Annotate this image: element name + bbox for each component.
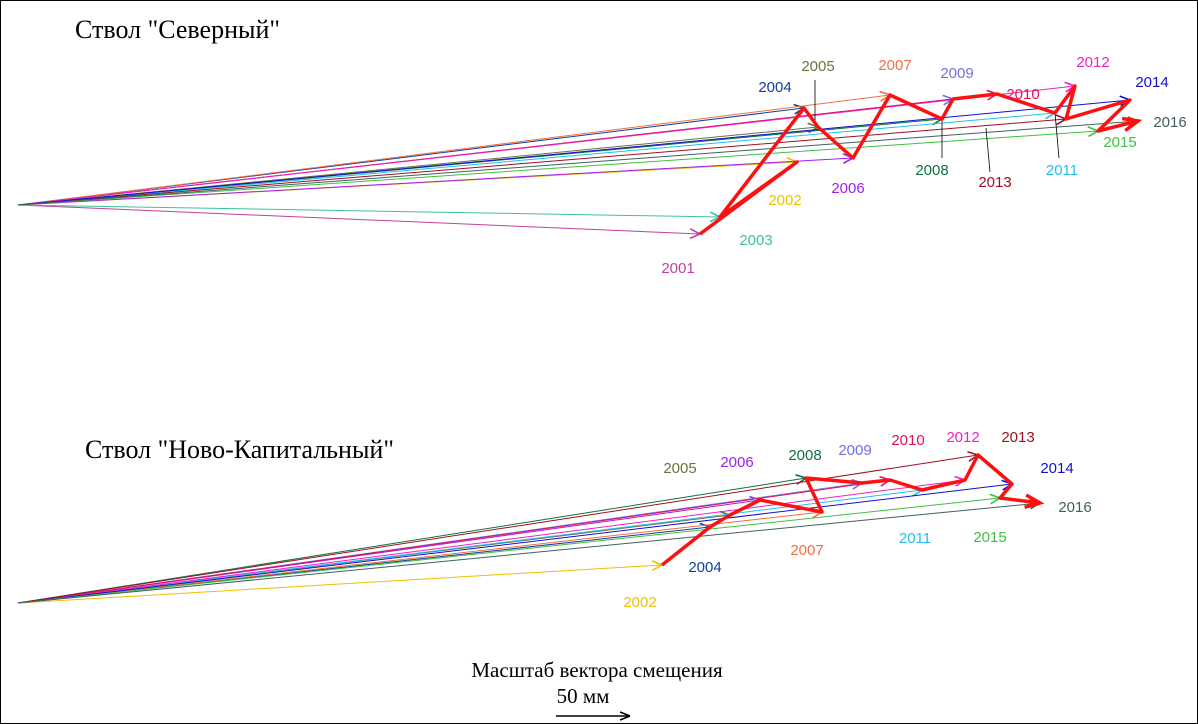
displacement-vector: [17, 120, 1139, 206]
year-label: 2004: [688, 559, 721, 576]
year-label: 2015: [973, 529, 1006, 546]
panel-title: Ствол "Ново-Капитальный": [85, 435, 394, 464]
year-label: 2016: [1058, 499, 1091, 516]
year-label: 2011: [1046, 162, 1078, 179]
displacement-vector: [17, 483, 1013, 604]
displacement-vector: [17, 94, 891, 206]
year-label: 2009: [838, 442, 871, 459]
displacement-vector: [17, 497, 1001, 604]
displacement-vector: [17, 130, 1099, 206]
displacement-vector: [17, 118, 1067, 206]
displacement-vector: [17, 157, 854, 206]
displacement-vector: [17, 112, 1056, 206]
trajectory-head: [1121, 116, 1143, 133]
displacement-vector: [17, 204, 701, 235]
displacement-vector: [17, 502, 1041, 604]
year-label: 2012: [946, 429, 979, 446]
year-label: 2002: [768, 192, 801, 209]
displacement-vector: [17, 477, 807, 604]
year-label: 2010: [1006, 86, 1039, 103]
displacement-vector: [17, 479, 966, 604]
trajectory: [660, 453, 1041, 567]
panel-title: Ствол "Северный": [75, 15, 280, 44]
year-label: 2005: [663, 460, 696, 477]
year-label: 2011: [899, 530, 931, 547]
year-label: 2009: [940, 65, 973, 82]
trajectory-head: [1024, 493, 1045, 510]
year-label: 2012: [1076, 54, 1109, 71]
year-label: 2010: [891, 432, 924, 449]
year-label: 2005: [801, 58, 834, 75]
year-label: 2016: [1153, 114, 1186, 131]
scale-length: 50 мм: [557, 684, 610, 708]
leader-line: [1054, 112, 1060, 159]
year-label: 2013: [1001, 429, 1034, 446]
displacement-vector: [17, 204, 721, 218]
year-label: 2004: [758, 79, 791, 96]
year-label: 2002: [623, 594, 656, 611]
displacement-vector: [17, 489, 923, 604]
displacement-vector: [17, 511, 823, 604]
year-label: 2006: [831, 180, 864, 197]
displacement-vector: [17, 479, 891, 604]
year-label: 2007: [878, 57, 911, 74]
year-label: 2001: [661, 260, 694, 277]
leader-line: [985, 127, 991, 173]
year-label: 2006: [720, 454, 753, 471]
displacement-vector: [17, 85, 1076, 206]
year-label: 2014: [1135, 74, 1168, 91]
year-label: 2008: [915, 162, 948, 179]
scale-caption: Масштаб вектора смещения: [471, 658, 723, 682]
year-label: 2013: [978, 174, 1011, 191]
scale-arrow-head: [619, 711, 631, 721]
year-label: 2008: [788, 447, 821, 464]
year-label: 2015: [1103, 134, 1136, 151]
year-label: 2014: [1040, 460, 1073, 477]
trajectory: [698, 84, 1139, 236]
year-label: 2007: [790, 542, 823, 559]
displacement-vector: [17, 564, 663, 604]
year-label: 2003: [739, 232, 772, 249]
